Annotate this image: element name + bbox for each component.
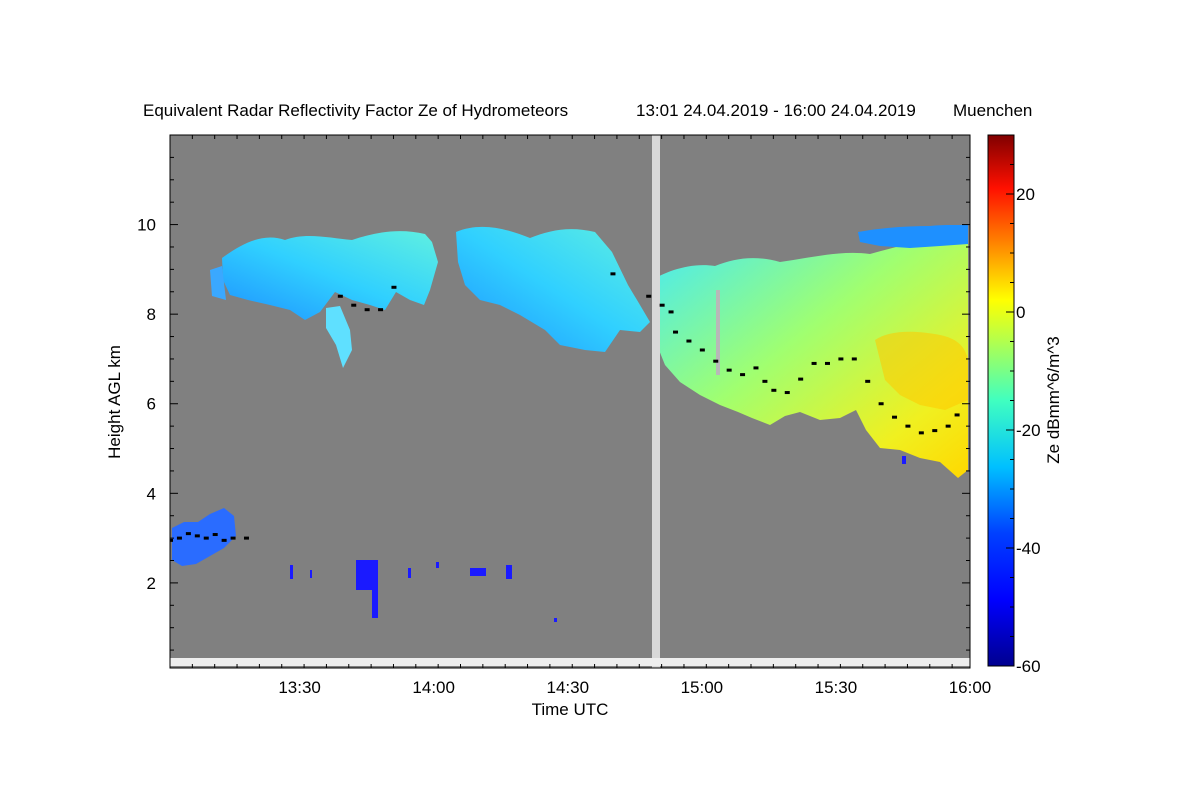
- cloud-base-point: [391, 285, 397, 289]
- x-axis-label: Time UTC: [532, 700, 609, 719]
- cloud-base-point: [824, 361, 830, 365]
- cloud-base-point: [954, 413, 960, 417]
- y-tick-label: 2: [147, 574, 156, 593]
- cloud-base-point: [798, 377, 804, 381]
- y-tick-label: 8: [147, 305, 156, 324]
- plot-area: [170, 135, 970, 668]
- cloud-base-point: [646, 294, 652, 298]
- colorbar-tick-label: 20: [1016, 185, 1035, 204]
- cloud-base-point: [726, 368, 732, 372]
- cloud-base-point: [753, 366, 759, 370]
- cloud-base-point: [740, 373, 746, 377]
- x-tick-label: 14:00: [412, 678, 455, 697]
- colorbar-tick-label: 0: [1016, 303, 1025, 322]
- colorbar-tick-label: -20: [1016, 421, 1041, 440]
- cloud-base-point: [668, 310, 674, 314]
- cloud-base-point: [243, 536, 249, 540]
- cloud-base-point: [784, 391, 790, 395]
- cloud-region-fallstreak: [326, 306, 352, 368]
- cloud-region-left-tip: [210, 266, 226, 300]
- x-axis: 13:30 14:00 14:30 15:00 15:30 16:00: [169, 135, 992, 697]
- y-tick-label: 4: [147, 484, 156, 503]
- cloud-base-point: [194, 534, 200, 538]
- cloud-base-point: [610, 272, 616, 276]
- plot-frame: [169, 134, 971, 669]
- cloud-base-point: [918, 431, 924, 435]
- cloud-base-point: [699, 348, 705, 352]
- cloud-base-point: [185, 532, 191, 536]
- colorbar-tick-label: -60: [1016, 657, 1041, 676]
- y-tick-label: 10: [137, 216, 156, 235]
- cloud-base-point: [673, 330, 679, 334]
- x-tick-label: 15:00: [681, 678, 724, 697]
- cloud-base-point: [176, 536, 182, 540]
- cloud-region-upper-middle: [456, 226, 650, 352]
- cloud-base-point: [771, 388, 777, 392]
- chart-time-range: 13:01 24.04.2019 - 16:00 24.04.2019: [636, 101, 916, 120]
- cloud-base-point: [838, 357, 844, 361]
- cloud-base-point: [713, 359, 719, 363]
- colorbar-tick-label: -40: [1016, 539, 1041, 558]
- colorbar-axis: -60 -40 -20 0 20: [1006, 134, 1041, 676]
- cloud-base-point: [212, 533, 218, 537]
- data-gap-stripe: [652, 135, 660, 668]
- cloud-base-point: [203, 536, 209, 540]
- cloud-base-point: [686, 339, 692, 343]
- cloud-base-point: [878, 402, 884, 406]
- cloud-base-markers: [170, 272, 960, 542]
- cloud-base-point: [851, 357, 857, 361]
- cloud-base-point: [905, 424, 911, 428]
- chart-location: Muenchen: [953, 101, 1032, 120]
- cloud-base-point: [945, 424, 951, 428]
- y-axis-label: Height AGL km: [105, 345, 124, 459]
- cloud-base-point: [351, 303, 357, 307]
- cloud-base-point: [811, 361, 817, 365]
- cloud-base-point: [932, 429, 938, 433]
- cloud-region-core: [875, 331, 968, 410]
- colorbar: [987, 134, 1015, 667]
- x-tick-label: 15:30: [815, 678, 858, 697]
- chart-title: Equivalent Radar Reflectivity Factor Ze …: [143, 101, 568, 120]
- cloud-base-point: [337, 294, 343, 298]
- y-axis: 2 4 6 8 10: [137, 156, 970, 651]
- clutter-echoes: [290, 456, 906, 622]
- cloud-base-point: [170, 538, 173, 542]
- data-gap-stripe-2: [716, 290, 720, 375]
- y-tick-label: 6: [147, 395, 156, 414]
- cloud-base-point: [659, 303, 665, 307]
- cloud-base-point: [762, 379, 768, 383]
- x-tick-label: 16:00: [949, 678, 992, 697]
- cloud-base-point: [364, 308, 370, 312]
- cloud-region-main: [652, 228, 968, 478]
- cloud-region-outflow: [858, 224, 968, 248]
- cloud-base-point: [865, 379, 871, 383]
- x-tick-label: 14:30: [546, 678, 589, 697]
- cloud-region-upper-left: [222, 231, 438, 320]
- colorbar-label: Ze dBmm^6/m^3: [1044, 336, 1063, 463]
- cloud-base-point: [230, 536, 236, 540]
- x-tick-label: 13:30: [278, 678, 321, 697]
- cloud-base-point: [378, 308, 384, 312]
- cloud-base-point: [892, 415, 898, 419]
- cloud-base-point: [221, 538, 227, 542]
- near-surface-strip: [170, 658, 970, 666]
